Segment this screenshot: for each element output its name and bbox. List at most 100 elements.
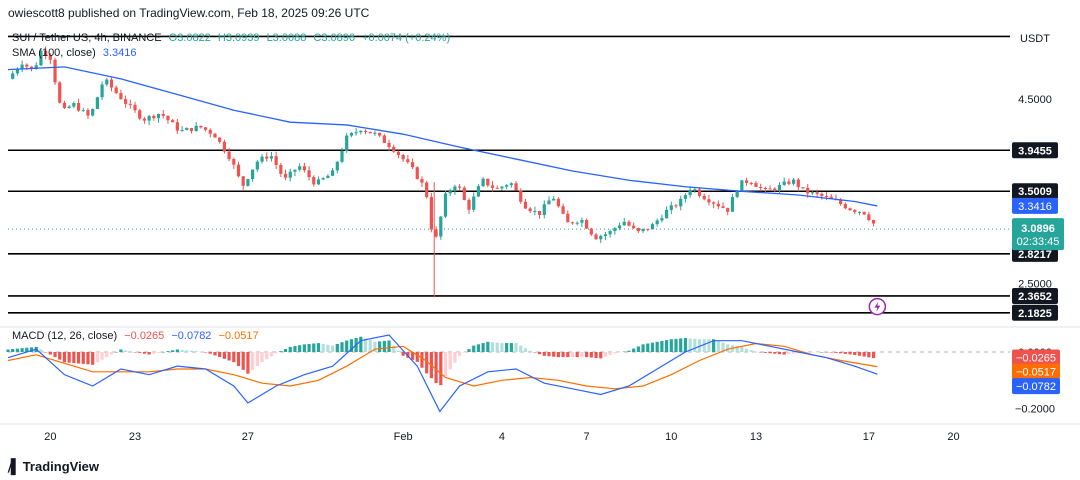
macd-histogram-bar [481, 343, 485, 352]
tradingview-logo[interactable]: ⧸▌ TradingView [8, 458, 99, 475]
candle-body [627, 221, 631, 226]
macd-histogram-bar [321, 343, 325, 352]
macd-histogram-bar [712, 339, 716, 352]
candle-body [236, 164, 241, 177]
candle-body [105, 79, 109, 85]
candle-body [382, 135, 386, 143]
candle-body [387, 142, 391, 147]
macd-histogram-bar [448, 352, 452, 370]
candle-body [707, 199, 711, 203]
macd-histogram-bar [834, 352, 838, 353]
candle-body [782, 181, 786, 185]
macd-histogram-bar [283, 349, 288, 352]
macd-histogram-bar [787, 352, 791, 355]
macd-histogram-bar [547, 352, 551, 357]
candle-body [114, 87, 118, 94]
macd-histogram-bar [124, 350, 128, 352]
candle-body [566, 213, 570, 223]
macd-histogram-bar [528, 350, 532, 352]
candle-body [660, 218, 664, 221]
time-tick-label: 10 [665, 431, 677, 443]
candle-body [824, 195, 829, 197]
time-tick-label: 13 [750, 431, 762, 443]
macd-histogram-bar [368, 340, 372, 352]
macd-histogram-bar [443, 352, 448, 377]
lightning-icon-bolt [874, 301, 881, 312]
macd-histogram-bar [599, 352, 603, 359]
candle-body [575, 222, 579, 224]
macd-histogram-bar [241, 352, 245, 370]
candle-body [345, 135, 349, 152]
macd-histogram-bar [76, 352, 81, 364]
macd-histogram-bar [871, 352, 876, 359]
macd-histogram-bar [363, 338, 368, 352]
macd-histogram-bar [434, 352, 438, 384]
candle-body [509, 183, 513, 186]
macd-histogram-bar [109, 352, 114, 355]
candle-body [189, 128, 194, 132]
macd-histogram-bar [307, 343, 311, 352]
candle-body [171, 120, 175, 123]
candle-body [363, 130, 368, 132]
macd-histogram-bar [580, 352, 584, 358]
candle-body [67, 106, 71, 108]
symbol-label: SUI / Tether US, 4h, BINANCE [12, 32, 162, 44]
candle-body [801, 187, 805, 189]
sma-badge-label: 3.3416 [1018, 201, 1052, 213]
macd-histogram-bar [166, 351, 170, 352]
candle-body [420, 179, 424, 183]
macd-histogram-bar [180, 349, 184, 352]
open-value: O3.0822 [168, 32, 211, 44]
candle-body [58, 82, 62, 103]
macd-histogram-bar [227, 352, 231, 361]
sma-value: 3.3416 [102, 47, 137, 59]
candle-body [542, 204, 546, 215]
macd-line-value: −0.0782 [171, 330, 212, 342]
time-tick-label: 27 [242, 431, 254, 443]
macd-histogram-bar [420, 352, 424, 368]
candle-body [486, 178, 490, 186]
candle-body [180, 130, 184, 132]
macd-histogram-bar [415, 352, 419, 362]
macd-histogram-bar [707, 339, 711, 352]
macd-histogram-bar [288, 346, 292, 352]
candle-body [269, 156, 274, 159]
macd-histogram-bar [410, 352, 415, 360]
candle-body [81, 110, 85, 112]
macd-histogram-bar [627, 350, 631, 352]
macd-histogram-bar [632, 348, 636, 352]
candle-body [100, 84, 104, 98]
macd-histogram-bar [810, 352, 815, 353]
macd-histogram-bar [754, 352, 758, 353]
macd-histogram-bar [674, 338, 678, 352]
macd-histogram-bar [11, 349, 15, 352]
macd-histogram-bar [147, 352, 151, 355]
candle-body [669, 205, 673, 210]
candle-body [777, 184, 782, 190]
candle-body [443, 193, 448, 217]
macd-histogram-bar [862, 352, 866, 357]
macd-histogram-bar [396, 350, 401, 352]
time-tick-label: 17 [863, 431, 875, 443]
candle-body [203, 127, 208, 130]
macd-histogram-bar [25, 347, 29, 352]
candle-body [462, 187, 466, 200]
candle-body [368, 131, 372, 134]
candle-body [124, 99, 128, 104]
price-tick-label: 2.5000 [1018, 279, 1052, 291]
macd-histogram-bar [453, 352, 457, 363]
macd-histogram-bar [316, 343, 321, 352]
macd-histogram-bar [274, 352, 278, 354]
candle-body [316, 179, 321, 185]
candle-body [505, 185, 509, 187]
candle-body [448, 191, 452, 194]
macd-histogram-bar [537, 352, 542, 355]
macd-histogram-bar [768, 352, 772, 354]
close-value: C3.0896 [313, 32, 355, 44]
macd-histogram-bar [763, 352, 767, 353]
macd-histogram-bar [29, 347, 34, 352]
candle-body [241, 176, 245, 186]
macd-histogram-bar [44, 352, 48, 353]
candle-body [716, 203, 720, 207]
